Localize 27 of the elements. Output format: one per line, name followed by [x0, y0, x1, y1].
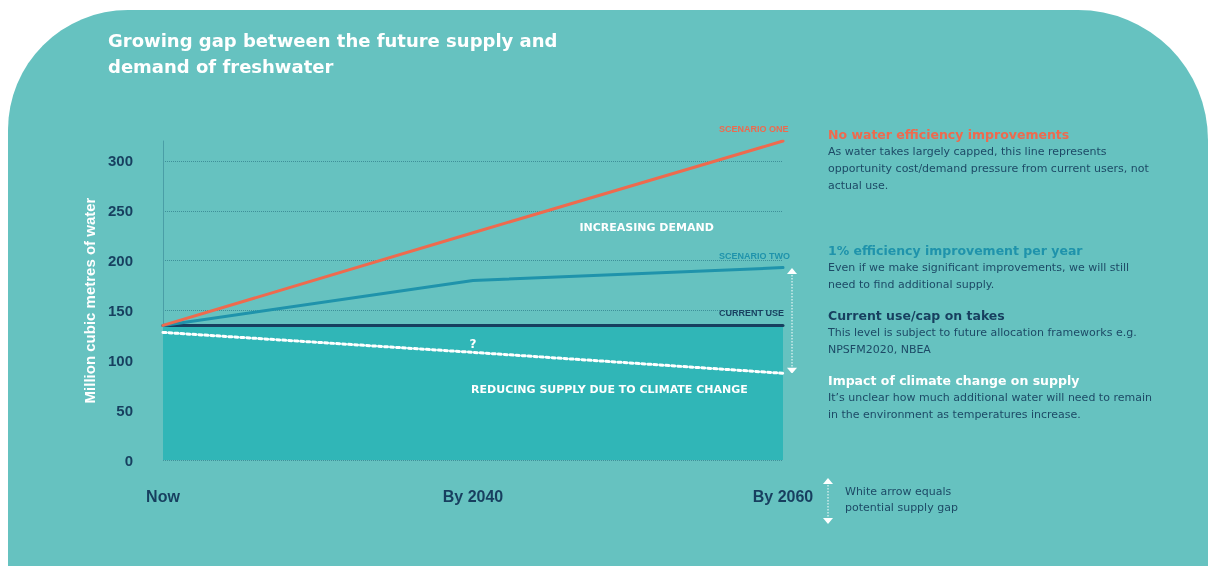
y-tick-label: 0	[124, 451, 133, 469]
y-tick-label: 150	[107, 301, 133, 319]
annotation: ?	[469, 337, 477, 352]
text: White arrow equals potential supply gap	[845, 484, 959, 516]
text: 1% efficiency improvement per year	[828, 242, 1084, 259]
text: Even if we make significant improvements, we will still need to find additional supply.	[828, 260, 1131, 293]
x-tick-label: Now	[146, 487, 181, 505]
text: It’s unclear how much additional water will need to remain in the environment as temperatures increase.	[828, 390, 1153, 423]
x-tick-label: By 2060	[752, 487, 814, 505]
y-tick-label: 100	[107, 351, 133, 369]
text: Impact of climate change on supply	[828, 372, 1081, 389]
y-axis-title: Million cubic metres of water	[81, 197, 99, 404]
y-tick-label: 200	[107, 252, 133, 270]
text: As water takes largely capped, this line represents opportunity cost/demand pressure from current users, not actual use.	[828, 144, 1150, 194]
x-tick-label: By 2040	[442, 487, 504, 505]
y-tick-label: 250	[107, 202, 133, 220]
chart-title: Growing gap between the future supply and demand of freshwater	[108, 29, 559, 79]
text: Current use/cap on takes	[828, 307, 1006, 324]
y-tick-label: 300	[107, 152, 133, 170]
series-label: CURRENT USE	[719, 308, 785, 319]
text: This level is subject to future allocation frameworks e.g. NPSFM2020, NBEA	[828, 325, 1138, 358]
text: No water efficiency improvements	[828, 126, 1071, 143]
series-label: SCENARIO TWO	[719, 250, 790, 261]
annotation: REDUCING SUPPLY DUE TO CLIMATE CHANGE	[471, 383, 748, 397]
series-label: SCENARIO ONE	[719, 124, 789, 134]
y-tick-label: 50	[116, 401, 133, 419]
annotation: INCREASING DEMAND	[579, 220, 714, 234]
